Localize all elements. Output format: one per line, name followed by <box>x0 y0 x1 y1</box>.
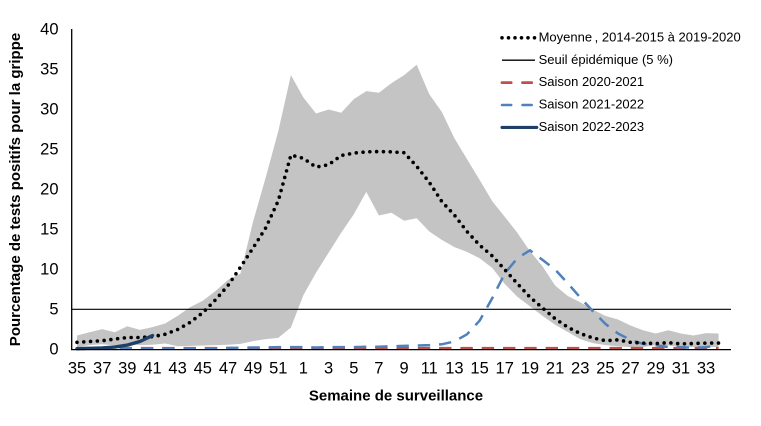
svg-text:5: 5 <box>349 359 358 377</box>
svg-text:35: 35 <box>40 61 58 79</box>
svg-text:1: 1 <box>299 359 308 377</box>
svg-text:41: 41 <box>143 359 161 377</box>
svg-text:13: 13 <box>445 359 463 377</box>
svg-text:27: 27 <box>621 359 639 377</box>
svg-text:Pourcentage de tests positifs: Pourcentage de tests positifs pour la gr… <box>7 33 24 346</box>
svg-text:15: 15 <box>40 221 58 239</box>
svg-text:23: 23 <box>571 359 589 377</box>
svg-text:43: 43 <box>168 359 186 377</box>
svg-text:5: 5 <box>49 301 58 319</box>
svg-text:19: 19 <box>521 359 539 377</box>
svg-text:33: 33 <box>697 359 715 377</box>
svg-text:0: 0 <box>49 341 58 359</box>
svg-text:25: 25 <box>40 141 58 159</box>
svg-text:51: 51 <box>269 359 287 377</box>
svg-text:37: 37 <box>93 359 111 377</box>
svg-text:Saison 2021-2022: Saison 2021-2022 <box>539 97 645 112</box>
svg-text:30: 30 <box>40 101 58 119</box>
svg-text:17: 17 <box>496 359 514 377</box>
svg-text:29: 29 <box>647 359 665 377</box>
svg-text:3: 3 <box>324 359 333 377</box>
svg-text:7: 7 <box>374 359 383 377</box>
svg-text:47: 47 <box>219 359 237 377</box>
svg-text:45: 45 <box>194 359 212 377</box>
svg-text:10: 10 <box>40 261 58 279</box>
svg-text:25: 25 <box>596 359 614 377</box>
svg-text:Moyenne , 2014-2015 à 2019-202: Moyenne , 2014-2015 à 2019-2020 <box>539 29 741 44</box>
svg-text:40: 40 <box>40 21 58 39</box>
svg-text:49: 49 <box>244 359 262 377</box>
svg-text:Saison 2022-2023: Saison 2022-2023 <box>539 119 645 134</box>
svg-text:Saison 2020-2021: Saison 2020-2021 <box>539 74 645 89</box>
svg-text:11: 11 <box>421 359 438 377</box>
svg-text:20: 20 <box>40 181 58 199</box>
svg-text:31: 31 <box>672 359 690 377</box>
svg-text:39: 39 <box>118 359 136 377</box>
svg-text:Seuil épidémique (5 %): Seuil épidémique (5 %) <box>539 52 673 67</box>
svg-text:9: 9 <box>400 359 409 377</box>
svg-text:15: 15 <box>470 359 488 377</box>
svg-text:35: 35 <box>68 359 86 377</box>
svg-text:21: 21 <box>546 359 564 377</box>
svg-text:Semaine de surveillance: Semaine de surveillance <box>309 388 483 405</box>
